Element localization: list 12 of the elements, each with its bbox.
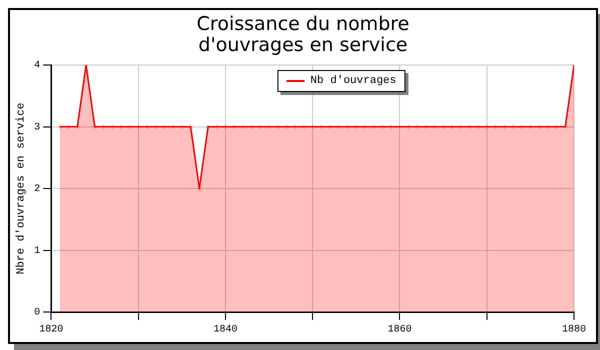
y-axis-title: Nbre d'ouvrages en service [16, 102, 28, 274]
y-tick-label: 4 [34, 60, 40, 72]
y-tick-label: 1 [34, 246, 40, 257]
y-tick-label: 2 [34, 184, 40, 196]
x-tick-label: 1840 [213, 324, 238, 336]
x-tick-label: 1820 [39, 324, 64, 336]
x-tick-label: 1880 [562, 324, 586, 336]
chart-title: Croissance du nombre d'ouvrages en service [196, 13, 410, 56]
y-tick-label: 3 [34, 122, 40, 134]
legend-label: Nb d'ouvrages [310, 75, 396, 87]
y-tick-label: 0 [34, 308, 40, 319]
x-tick-label: 1860 [388, 324, 412, 336]
